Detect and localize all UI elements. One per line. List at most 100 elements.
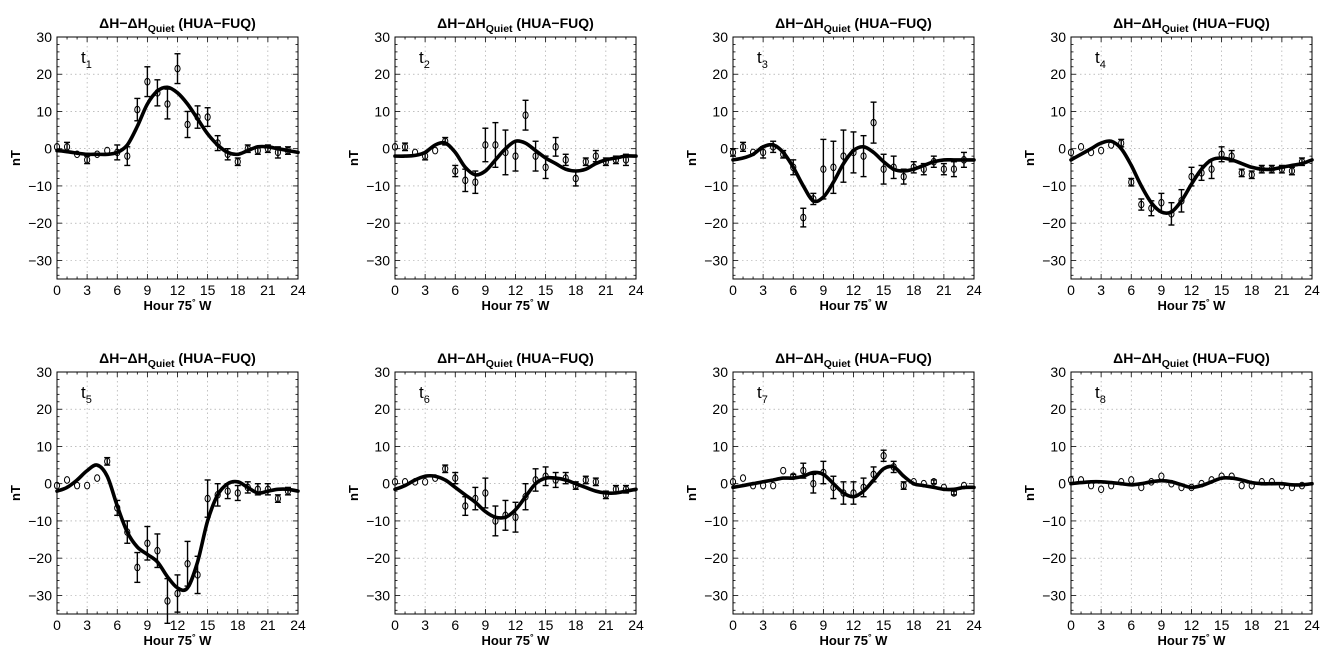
x-tick-label: 21: [1274, 282, 1290, 298]
x-tick-label: 9: [1157, 282, 1165, 298]
y-tick-label: −10: [704, 178, 728, 194]
data-point: [204, 113, 211, 121]
panel-title: ΔH−ΔHQuiet (HUA−FUQ): [1113, 15, 1270, 35]
x-tick-label: 9: [819, 282, 827, 298]
panel-title: ΔH−ΔHQuiet (HUA−FUQ): [1113, 350, 1270, 370]
y-tick-label: −20: [704, 550, 728, 566]
y-tick-label: 30: [1050, 29, 1066, 45]
data-point: [739, 143, 747, 151]
x-tick-label: 24: [1304, 617, 1320, 633]
data-point: [840, 152, 847, 160]
x-tick-label: 6: [789, 617, 797, 633]
data-point: [224, 487, 231, 495]
data-point: [950, 165, 958, 173]
x-axis-label: Hour 75° W: [1158, 297, 1227, 313]
x-axis-label: Hour 75° W: [820, 297, 889, 313]
y-tick-label: −10: [366, 178, 390, 194]
data-point: [1128, 476, 1135, 484]
panel-label: t6: [419, 383, 430, 406]
y-tick-label: −10: [1042, 178, 1066, 194]
y-tick-label: −20: [366, 215, 390, 231]
data-point: [462, 176, 469, 185]
y-tick-label: 20: [1050, 66, 1066, 82]
y-tick-label: 20: [712, 66, 728, 82]
data-point: [492, 141, 499, 149]
x-axis-label: Hour 75° W: [482, 632, 551, 648]
data-point: [780, 466, 787, 475]
data-point: [462, 502, 469, 510]
x-tick-label: 18: [230, 282, 246, 298]
y-tick-label: 30: [374, 364, 390, 380]
y-tick-label: −10: [704, 513, 728, 529]
y-tick-label: 0: [1058, 476, 1066, 492]
y-tick-label: −20: [28, 550, 52, 566]
x-tick-label: 12: [1184, 282, 1200, 298]
y-tick-label: 20: [36, 401, 52, 417]
data-point: [234, 489, 241, 497]
x-tick-label: 3: [759, 617, 767, 633]
data-point: [63, 476, 71, 484]
panel-label: t3: [757, 48, 768, 71]
y-tick-label: 30: [36, 29, 52, 45]
x-tick-label: 21: [598, 282, 614, 298]
x-tick-label: 18: [906, 282, 922, 298]
x-tick-label: 0: [391, 282, 399, 298]
x-tick-label: 0: [729, 617, 737, 633]
x-tick-label: 15: [538, 617, 554, 633]
data-point: [442, 465, 449, 473]
data-point: [53, 481, 61, 490]
y-tick-label: −10: [28, 513, 52, 529]
data-point: [542, 163, 549, 172]
data-points: [391, 99, 630, 195]
fit-curve: [731, 464, 976, 499]
data-point: [94, 474, 101, 482]
data-point: [422, 478, 429, 486]
y-tick-label: 10: [36, 103, 52, 119]
x-tick-label: 21: [260, 617, 276, 633]
data-point: [800, 466, 807, 475]
data-point: [800, 213, 807, 222]
x-tick-label: 15: [876, 617, 892, 633]
data-point: [154, 546, 161, 555]
panel-label: t4: [1095, 48, 1106, 71]
x-tick-label: 6: [1127, 617, 1135, 633]
x-tick-label: 18: [568, 282, 584, 298]
y-axis-label: nT: [1022, 485, 1037, 501]
data-point: [124, 152, 131, 160]
data-point: [84, 481, 91, 490]
data-point: [164, 100, 171, 108]
y-tick-label: −10: [366, 513, 390, 529]
y-tick-label: −20: [1042, 550, 1066, 566]
fit-curve: [1069, 139, 1314, 216]
y-tick-label: −10: [1042, 513, 1066, 529]
data-point: [234, 157, 241, 166]
panel-label: t2: [419, 48, 430, 71]
y-tick-label: 20: [1050, 401, 1066, 417]
data-point: [729, 478, 737, 486]
x-tick-label: 21: [598, 617, 614, 633]
y-tick-label: 20: [374, 401, 390, 417]
data-point: [739, 474, 747, 482]
panel-title: ΔH−ΔHQuiet (HUA−FUQ): [99, 15, 256, 35]
fit-curve: [55, 85, 300, 157]
data-point: [729, 148, 737, 157]
data-point: [522, 492, 529, 501]
x-tick-label: 12: [846, 282, 862, 298]
x-tick-label: 24: [290, 282, 306, 298]
data-point: [552, 143, 559, 151]
tick-marks: [395, 37, 636, 279]
x-tick-label: 24: [290, 617, 306, 633]
y-tick-label: 20: [712, 401, 728, 417]
x-tick-label: 9: [143, 617, 151, 633]
y-axis-label: nT: [8, 485, 23, 501]
y-tick-label: −30: [1042, 252, 1066, 268]
x-tick-label: 3: [83, 282, 91, 298]
y-tick-label: 30: [1050, 364, 1066, 380]
x-tick-label: 12: [170, 282, 186, 298]
x-axis-label: Hour 75° W: [1158, 632, 1227, 648]
x-tick-label: 0: [53, 617, 61, 633]
data-point: [522, 111, 529, 119]
data-point: [532, 152, 539, 160]
y-axis-label: nT: [1022, 150, 1037, 166]
x-tick-label: 3: [759, 282, 767, 298]
